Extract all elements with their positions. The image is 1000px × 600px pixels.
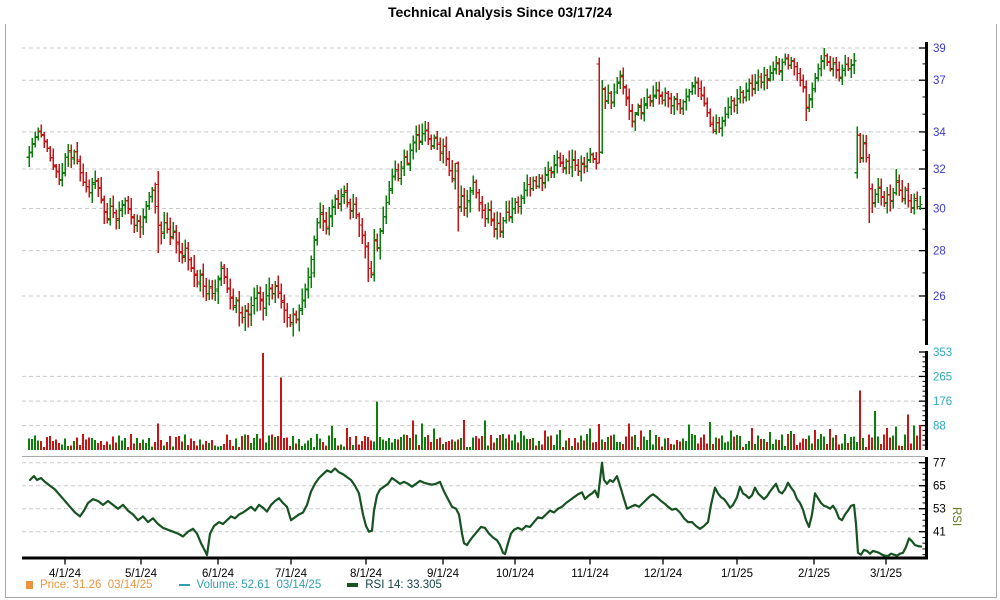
volume-y-axis: 353 265 176 88 (919, 347, 952, 450)
date-tick-label: 3/1/25 (870, 568, 902, 580)
price-tick-label: 26 (933, 291, 946, 303)
price-tick-label: 30 (933, 203, 946, 215)
price-tick-label: 37 (933, 75, 946, 87)
price-tick-label: 34 (933, 127, 946, 139)
rsi-axis-label: RSI (950, 507, 962, 526)
legend-item-rsi: RSI 14: 33.305 (347, 579, 442, 591)
price-y-axis: 39 37 34 32 30 28 26 (919, 42, 946, 345)
volume-tick-label: 88 (933, 421, 946, 433)
rsi-line (28, 461, 923, 558)
rsi-legend-label: RSI 14: 33.305 (365, 579, 442, 591)
rsi-tick-label: 41 (933, 527, 946, 539)
date-axis: 4/1/24 5/1/24 6/1/24 7/1/24 8/1/24 9/1/24 10/1… (22, 556, 928, 580)
volume-bar-series (28, 352, 921, 450)
date-tick-label: 8/1/24 (350, 568, 383, 580)
price-tick-label: 32 (933, 164, 946, 176)
price-ohlc-series (26, 48, 923, 337)
volume-tick-label: 176 (933, 396, 952, 408)
rsi-legend-dash-icon (347, 583, 359, 587)
chart-frame (5, 24, 997, 598)
volume-legend-label: Volume: 52.61 03/14/25 (196, 579, 322, 591)
date-tick-label: 2/1/25 (798, 568, 830, 580)
rsi-y-axis: 77 65 53 41 RSI (919, 457, 962, 558)
date-tick-label: 4/1/24 (49, 568, 82, 580)
date-tick-label: 1/1/25 (721, 568, 753, 580)
chart-title: Technical Analysis Since 03/17/24 (387, 4, 613, 20)
volume-legend-dash-icon (178, 584, 190, 586)
price-legend-label: Price: 31.26 03/14/25 (40, 579, 153, 591)
rsi-tick-label: 77 (933, 458, 946, 470)
legend: Price: 31.26 03/14/25 Volume: 52.61 03/1… (26, 579, 442, 591)
date-tick-label: 11/1/24 (571, 568, 609, 580)
volume-gridlines (22, 375, 925, 427)
price-tick-label: 39 (933, 43, 946, 55)
rsi-tick-label: 53 (933, 504, 946, 516)
price-tick-label: 28 (933, 246, 946, 258)
volume-tick-label: 265 (933, 371, 952, 383)
price-gridlines (22, 47, 925, 297)
date-tick-label: 12/1/24 (644, 568, 683, 580)
legend-item-volume: Volume: 52.61 03/14/25 (178, 579, 322, 591)
rsi-gridlines (22, 456, 925, 533)
price-legend-square-icon (26, 581, 33, 589)
date-tick-label: 5/1/24 (125, 568, 158, 580)
rsi-tick-label: 65 (933, 481, 946, 493)
date-tick-label: 9/1/24 (427, 568, 460, 580)
volume-tick-label: 353 (933, 347, 952, 359)
date-tick-label: 10/1/24 (496, 568, 535, 580)
date-tick-label: 6/1/24 (202, 568, 235, 580)
legend-item-price: Price: 31.26 03/14/25 (26, 579, 153, 591)
date-tick-label: 7/1/24 (275, 568, 308, 580)
